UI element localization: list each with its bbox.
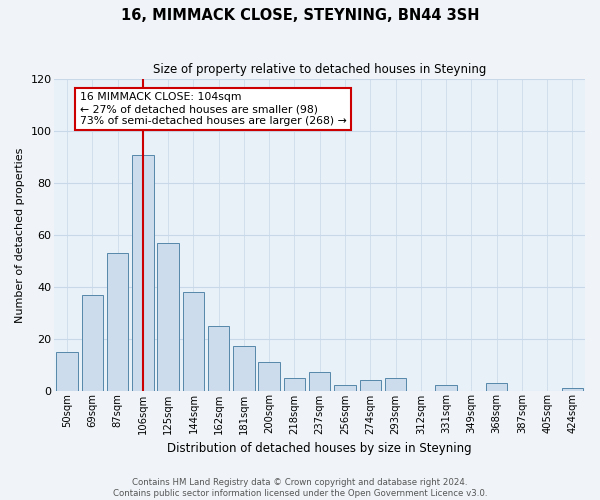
X-axis label: Distribution of detached houses by size in Steyning: Distribution of detached houses by size … <box>167 442 472 455</box>
Bar <box>436 386 457 390</box>
Bar <box>562 388 583 390</box>
Bar <box>486 382 508 390</box>
Bar <box>309 372 331 390</box>
Y-axis label: Number of detached properties: Number of detached properties <box>15 148 25 322</box>
Bar <box>259 362 280 390</box>
Bar <box>334 386 356 390</box>
Title: Size of property relative to detached houses in Steyning: Size of property relative to detached ho… <box>153 62 487 76</box>
Bar <box>359 380 381 390</box>
Text: 16, MIMMACK CLOSE, STEYNING, BN44 3SH: 16, MIMMACK CLOSE, STEYNING, BN44 3SH <box>121 8 479 22</box>
Bar <box>182 292 204 390</box>
Text: Contains HM Land Registry data © Crown copyright and database right 2024.
Contai: Contains HM Land Registry data © Crown c… <box>113 478 487 498</box>
Bar <box>233 346 254 391</box>
Bar <box>385 378 406 390</box>
Text: 16 MIMMACK CLOSE: 104sqm
← 27% of detached houses are smaller (98)
73% of semi-d: 16 MIMMACK CLOSE: 104sqm ← 27% of detach… <box>80 92 346 126</box>
Bar <box>208 326 229 390</box>
Bar <box>107 253 128 390</box>
Bar <box>132 154 154 390</box>
Bar <box>284 378 305 390</box>
Bar <box>82 294 103 390</box>
Bar <box>157 243 179 390</box>
Bar <box>56 352 78 391</box>
